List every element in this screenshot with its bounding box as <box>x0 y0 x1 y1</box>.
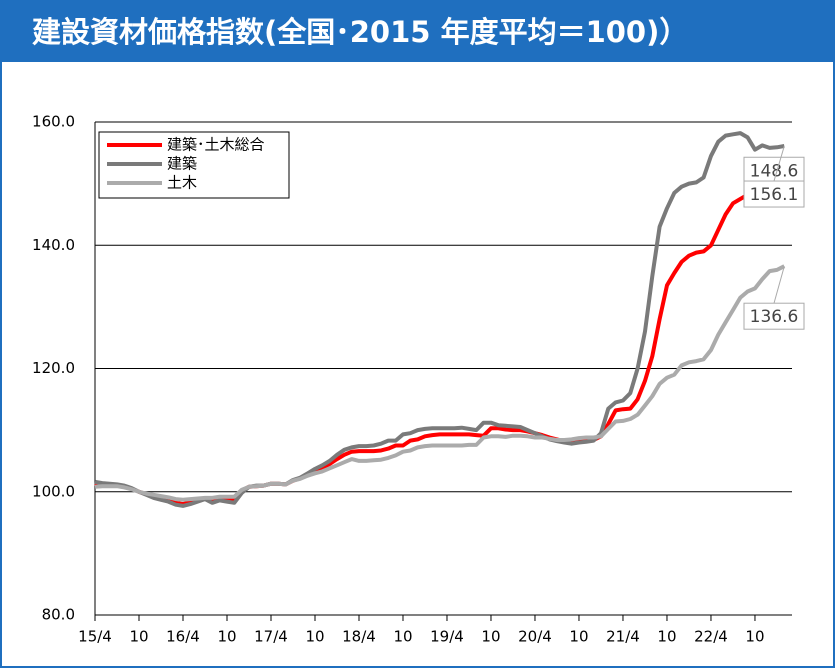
y-tick-label: 120.0 <box>32 359 75 377</box>
x-tick-label: 21/4 <box>606 628 640 646</box>
y-tick-label: 80.0 <box>42 606 75 624</box>
y-tick-label: 100.0 <box>32 482 75 500</box>
series-line <box>94 264 786 502</box>
chart: 80.0 100.0 120.0 140.0 160.0 15/4 10 16/4 10 17/4… <box>32 113 805 646</box>
series-line <box>94 190 785 507</box>
legend-label: 土木 <box>167 174 197 192</box>
x-tick-label: 10 <box>569 628 588 646</box>
end-value-label: 136.6 <box>750 307 799 327</box>
x-tick-label: 20/4 <box>518 628 552 646</box>
callout-box <box>743 180 805 208</box>
x-tick-label: 10 <box>129 628 148 646</box>
x-tick-label: 10 <box>305 628 324 646</box>
callout-box <box>743 302 805 330</box>
x-tick-label: 10 <box>393 628 412 646</box>
x-tick-label: 22/4 <box>694 628 728 646</box>
x-tick-label: 16/4 <box>166 628 200 646</box>
x-tick-label: 15/4 <box>78 628 112 646</box>
x-tick-label: 10 <box>481 628 500 646</box>
callout-box <box>743 156 805 184</box>
end-value-label: 148.6 <box>750 161 799 181</box>
x-tick-label: 10 <box>217 628 236 646</box>
x-tick-label: 10 <box>657 628 676 646</box>
x-tick-label: 18/4 <box>342 628 376 646</box>
y-tick-label: 160.0 <box>32 113 75 131</box>
legend-label: 建築･土木総合 <box>167 136 265 154</box>
callout-line <box>773 145 785 182</box>
end-value-label: 156.1 <box>750 185 799 205</box>
callout-line <box>773 266 785 304</box>
x-tick-label: 19/4 <box>430 628 464 646</box>
x-tick-label: 17/4 <box>254 628 288 646</box>
x-tick-label: 10 <box>745 628 764 646</box>
chart-title: 建設資材価格指数(全国･2015 年度平均＝100)） <box>2 2 833 62</box>
series-line <box>94 131 785 508</box>
y-tick-label: 140.0 <box>32 236 75 254</box>
legend-label: 建築 <box>167 155 197 173</box>
